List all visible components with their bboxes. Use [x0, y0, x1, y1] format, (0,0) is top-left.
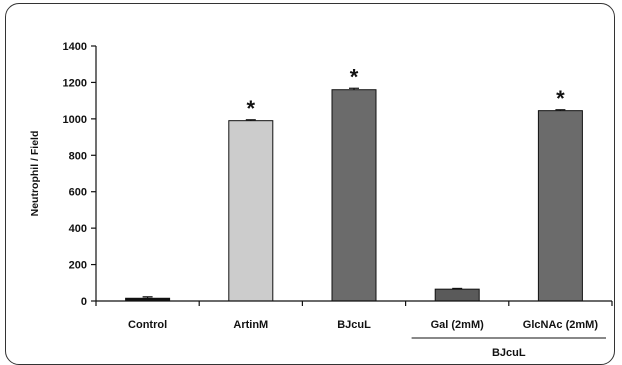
- x-tick-label: Gal (2mM): [431, 319, 485, 331]
- bar: [537, 110, 583, 302]
- significance-star: *: [556, 86, 565, 111]
- bar: [434, 288, 480, 302]
- y-tick-label: 1000: [63, 114, 87, 126]
- y-axis: 0 200 400 600 800 1000 1200 1400: [63, 41, 97, 308]
- y-tick-label: 400: [69, 223, 87, 235]
- y-tick-label: 1400: [63, 41, 87, 53]
- y-tick-label: 600: [69, 187, 87, 199]
- significance-star: *: [247, 96, 256, 121]
- y-tick-label: 0: [81, 296, 87, 308]
- x-axis: Control ArtinM BJcuL Gal (2mM) GlcNAc (2mM): [95, 300, 613, 331]
- x-tick-label: BJcuL: [337, 319, 371, 331]
- y-tick-label: 1200: [63, 77, 87, 89]
- significance-marks: * * *: [247, 64, 566, 121]
- bar: [228, 120, 274, 302]
- group-bracket: BJcuL: [411, 337, 606, 359]
- y-tick-label: 800: [69, 150, 87, 162]
- group-label: BJcuL: [492, 347, 526, 359]
- x-tick-label: ArtinM: [233, 319, 268, 331]
- x-tick-label: GlcNAc (2mM): [523, 319, 599, 331]
- x-tick-label: Control: [128, 319, 167, 331]
- y-tick-label: 200: [69, 260, 87, 272]
- significance-star: *: [350, 64, 359, 89]
- bar: [331, 89, 377, 302]
- error-bars: [142, 87, 566, 299]
- bars: [125, 89, 583, 302]
- y-axis-label: Neutrophil / Field: [29, 131, 41, 217]
